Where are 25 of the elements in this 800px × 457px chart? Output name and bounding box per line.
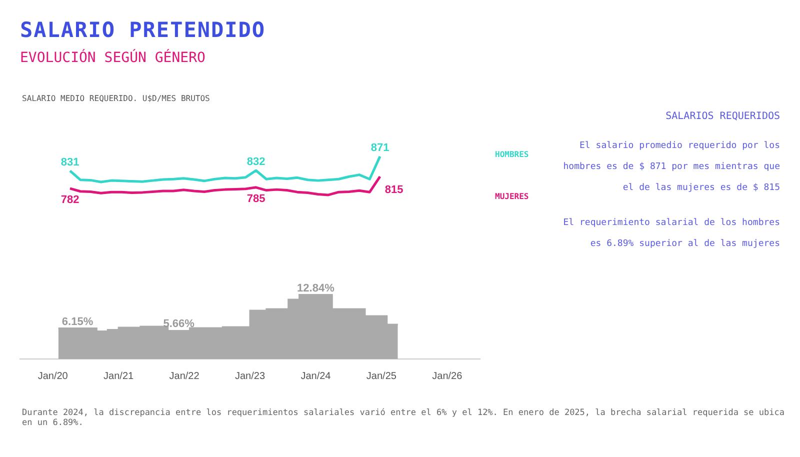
data-label: 782 bbox=[60, 194, 80, 206]
text: Durante 2024, la discrepancia entre los requerimientos salariales varió entre el 6% y el 12%. En enero de 2025, la brecha salarial requerida se ubica en un 6.89%. bbox=[22, 408, 786, 428]
data-label: 5.66% bbox=[163, 318, 195, 330]
x-tick-label: Jan/22 bbox=[169, 370, 200, 382]
x-tick-label: Jan/26 bbox=[432, 370, 463, 382]
text: El salario promedio requerido por los hombres es de $ 871 por mes mientras que el de las mujeres es de $ 815 bbox=[563, 141, 780, 193]
text: HOMBRES bbox=[495, 150, 529, 159]
x-tick-label: Jan/23 bbox=[234, 370, 266, 382]
text: MUJERES bbox=[495, 192, 529, 201]
data-label: 831 bbox=[60, 156, 80, 168]
y-axis-title: SALARIO MEDIO REQUERIDO. U$D/MES BRUTOS bbox=[22, 94, 210, 103]
data-label: 12.84% bbox=[297, 282, 335, 294]
data-label: 871 bbox=[370, 142, 390, 154]
x-tick-label: Jan/24 bbox=[300, 370, 332, 382]
text: El requerimiento salarial de los hombres es 6.89% superior al de las mujeres bbox=[563, 218, 780, 249]
x-tick-label: Jan/25 bbox=[366, 370, 397, 382]
x-tick-label: Jan/20 bbox=[38, 370, 68, 382]
data-label: 832 bbox=[246, 156, 266, 168]
data-label: 6.15% bbox=[62, 316, 94, 328]
chart-subtitle: EVOLUCIÓN SEGÚN GÉNERO bbox=[20, 50, 206, 66]
chart-title: SALARIO PRETENDIDO bbox=[20, 18, 266, 42]
text: SALARIOS REQUERIDOS bbox=[664, 110, 780, 124]
x-tick-label: Jan/21 bbox=[104, 370, 134, 382]
data-label: 815 bbox=[384, 184, 404, 196]
data-label: 785 bbox=[246, 192, 266, 205]
